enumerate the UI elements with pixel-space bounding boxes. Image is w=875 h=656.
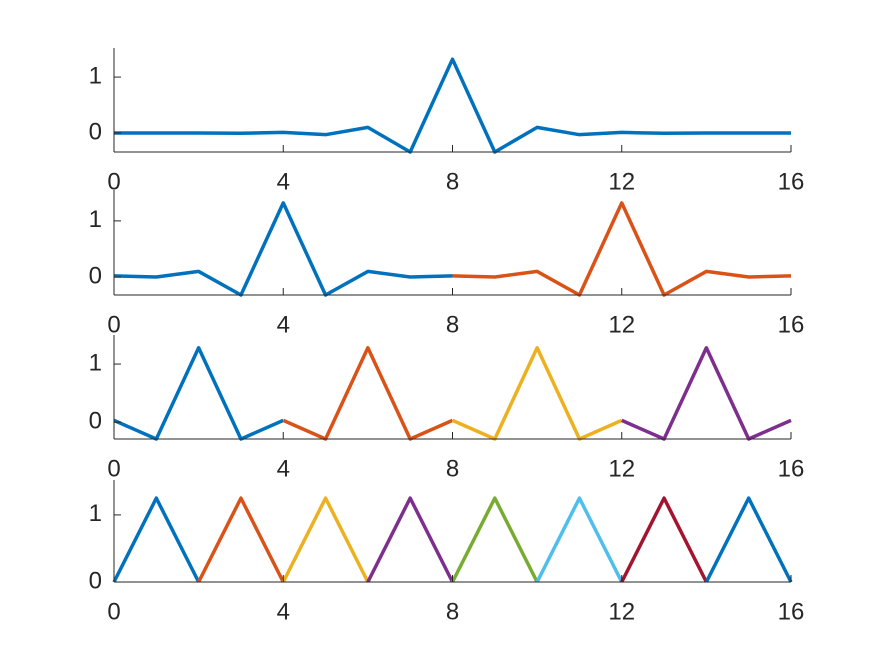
x-tick-label: 0 (107, 168, 120, 195)
y-tick-label: 0 (89, 567, 102, 594)
x-tick-label: 0 (107, 598, 120, 625)
x-tick-label: 12 (608, 455, 635, 482)
y-tick-label: 1 (89, 500, 102, 527)
y-tick-label: 0 (89, 262, 102, 289)
data-line (451, 346, 623, 441)
data-line (450, 496, 539, 583)
data-line (366, 496, 455, 583)
x-tick-label: 16 (778, 598, 805, 625)
data-line (282, 346, 454, 441)
x-tick-label: 8 (446, 455, 459, 482)
y-tick-label: 0 (89, 118, 102, 145)
x-tick-label: 12 (608, 311, 635, 338)
x-tick-label: 4 (277, 455, 290, 482)
data-line (620, 496, 708, 583)
data-line (281, 496, 370, 583)
data-line (452, 201, 792, 297)
data-line (113, 346, 284, 441)
x-tick-label: 16 (778, 455, 805, 482)
x-tick-label: 4 (277, 168, 290, 195)
x-tick-label: 8 (446, 598, 459, 625)
x-tick-label: 0 (107, 311, 120, 338)
data-line (114, 57, 791, 154)
x-tick-label: 12 (608, 168, 635, 195)
y-tick-label: 0 (89, 407, 102, 434)
data-line (621, 346, 792, 441)
x-tick-label: 16 (778, 311, 805, 338)
data-line (197, 496, 285, 583)
x-tick-label: 4 (277, 598, 290, 625)
x-tick-label: 16 (778, 168, 805, 195)
y-tick-label: 1 (89, 349, 102, 376)
x-tick-label: 8 (446, 168, 459, 195)
data-line (704, 496, 793, 583)
y-tick-label: 1 (89, 62, 102, 89)
data-line (113, 201, 453, 297)
x-tick-label: 0 (107, 455, 120, 482)
y-tick-label: 1 (89, 206, 102, 233)
x-tick-label: 4 (277, 311, 290, 338)
data-line (535, 496, 624, 583)
x-tick-label: 12 (608, 598, 635, 625)
data-line (112, 496, 201, 583)
x-tick-label: 8 (446, 311, 459, 338)
